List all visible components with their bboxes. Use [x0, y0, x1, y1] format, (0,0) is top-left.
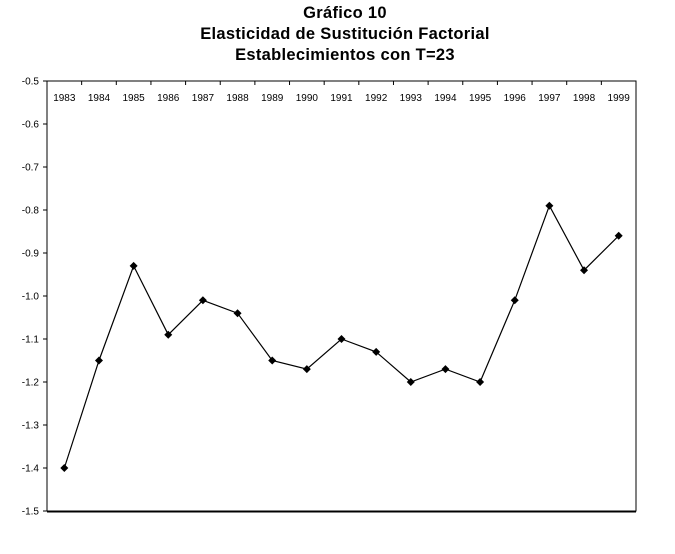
- plot-frame: [46, 80, 637, 513]
- plot-area-border: [46, 80, 637, 512]
- data-point-marker: [337, 335, 346, 343]
- x-tick-label: 1989: [261, 93, 284, 104]
- x-tick-label: 1999: [608, 93, 631, 104]
- x-tick-label: 1995: [469, 93, 492, 104]
- data-point-marker: [476, 378, 485, 386]
- y-tick-label: -1.1: [22, 335, 40, 346]
- y-axis: -0.5 -0.6 -0.7 -0.8 -0.9 -1.0 -1.1 -1.2 -1.3 -1.4…: [22, 77, 47, 518]
- x-tick-label: 1996: [504, 93, 527, 104]
- data-point-marker: [198, 296, 207, 305]
- x-tick-label: 1988: [226, 93, 249, 104]
- y-tick-label: -1.0: [22, 292, 40, 303]
- data-point-marker: [94, 356, 103, 365]
- data-point-marker: [129, 261, 138, 270]
- data-point-marker: [60, 464, 69, 472]
- x-tick-label: 1998: [573, 93, 596, 104]
- x-tick-label: 1984: [88, 93, 111, 104]
- data-point-marker: [441, 365, 450, 374]
- y-tick-label: -1.3: [22, 421, 40, 432]
- chart-subtitle-1: Elasticidad de Sustitución Factorial: [200, 25, 490, 43]
- x-tick-label: 1994: [434, 93, 457, 104]
- data-point-marker: [164, 330, 173, 339]
- x-axis: 1983 1984 1985 1986 1987 1988 1989 1990 1991 1992…: [46, 81, 637, 104]
- y-tick-label: -1.2: [22, 378, 40, 389]
- data-point-marker: [510, 296, 519, 305]
- x-tick-label: 1990: [296, 93, 319, 104]
- data-point-marker: [545, 201, 554, 210]
- y-tick-label: -1.4: [22, 464, 40, 475]
- chart-title: Gráfico 10: [303, 4, 387, 22]
- y-tick-label: -0.6: [22, 120, 40, 131]
- data-point-marker: [233, 309, 242, 318]
- data-point-marker: [302, 365, 311, 374]
- data-point-marker: [580, 266, 589, 275]
- series-layer: [60, 201, 623, 472]
- data-point-marker: [372, 347, 381, 356]
- x-tick-label: 1983: [53, 93, 76, 104]
- x-tick-label: 1993: [400, 93, 423, 104]
- x-tick-label: 1985: [122, 93, 145, 104]
- x-tick-label: 1987: [192, 93, 215, 104]
- data-point-marker: [614, 231, 623, 240]
- x-tick-label: 1991: [330, 93, 353, 104]
- y-tick-label: -0.9: [22, 249, 40, 260]
- chart-title-block: Gráfico 10 Elasticidad de Sustitución Fa…: [0, 3, 675, 66]
- y-tick-label: -0.5: [22, 77, 40, 88]
- data-point-marker: [268, 356, 277, 365]
- x-tick-label: 1986: [157, 93, 180, 104]
- x-tick-label: 1992: [365, 93, 388, 104]
- y-tick-label: -1.5: [22, 507, 40, 518]
- x-tick-label: 1997: [538, 93, 561, 104]
- data-point-marker: [406, 378, 415, 386]
- y-tick-label: -0.8: [22, 206, 40, 217]
- chart-subtitle-2: Establecimientos con T=23: [235, 46, 455, 64]
- y-tick-label: -0.7: [22, 163, 40, 174]
